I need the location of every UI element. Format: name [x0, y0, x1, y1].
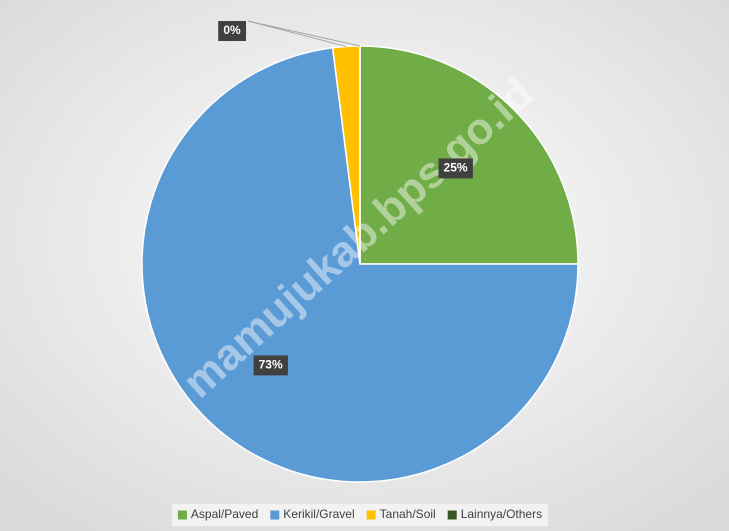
legend-swatch: [366, 510, 376, 520]
leader-line: [247, 20, 347, 47]
data-label: 73%: [259, 358, 283, 372]
data-label-box: [438, 158, 473, 179]
legend-item: Lainnya/Others: [447, 507, 542, 521]
pie-slice: [359, 45, 579, 265]
legend-label: Aspal/Paved: [191, 507, 258, 521]
legend-swatch: [447, 510, 457, 520]
legend-item: Aspal/Paved: [177, 507, 258, 521]
legend-swatch: [270, 510, 280, 520]
legend-item: Kerikil/Gravel: [270, 507, 355, 521]
pie-slice: [141, 46, 579, 483]
legend-item: Tanah/Soil: [366, 507, 436, 521]
legend: Aspal/Paved Kerikil/Gravel Tanah/Soil Lainn…: [171, 504, 549, 526]
legend-label: Kerikil/Gravel: [283, 507, 354, 521]
legend-label: Tanah/Soil: [380, 507, 436, 521]
pie: [141, 45, 579, 483]
legend-swatch: [177, 510, 187, 520]
legend-label: Lainnya/Others: [461, 507, 542, 521]
data-label: 25%: [444, 161, 468, 175]
data-label-box: [218, 21, 247, 41]
data-labels: 25%73%2%0%: [218, 20, 473, 376]
leader-line: [247, 20, 361, 47]
data-label-box: [253, 355, 288, 376]
data-label: 0%: [223, 23, 241, 37]
legend-background: [171, 504, 549, 526]
